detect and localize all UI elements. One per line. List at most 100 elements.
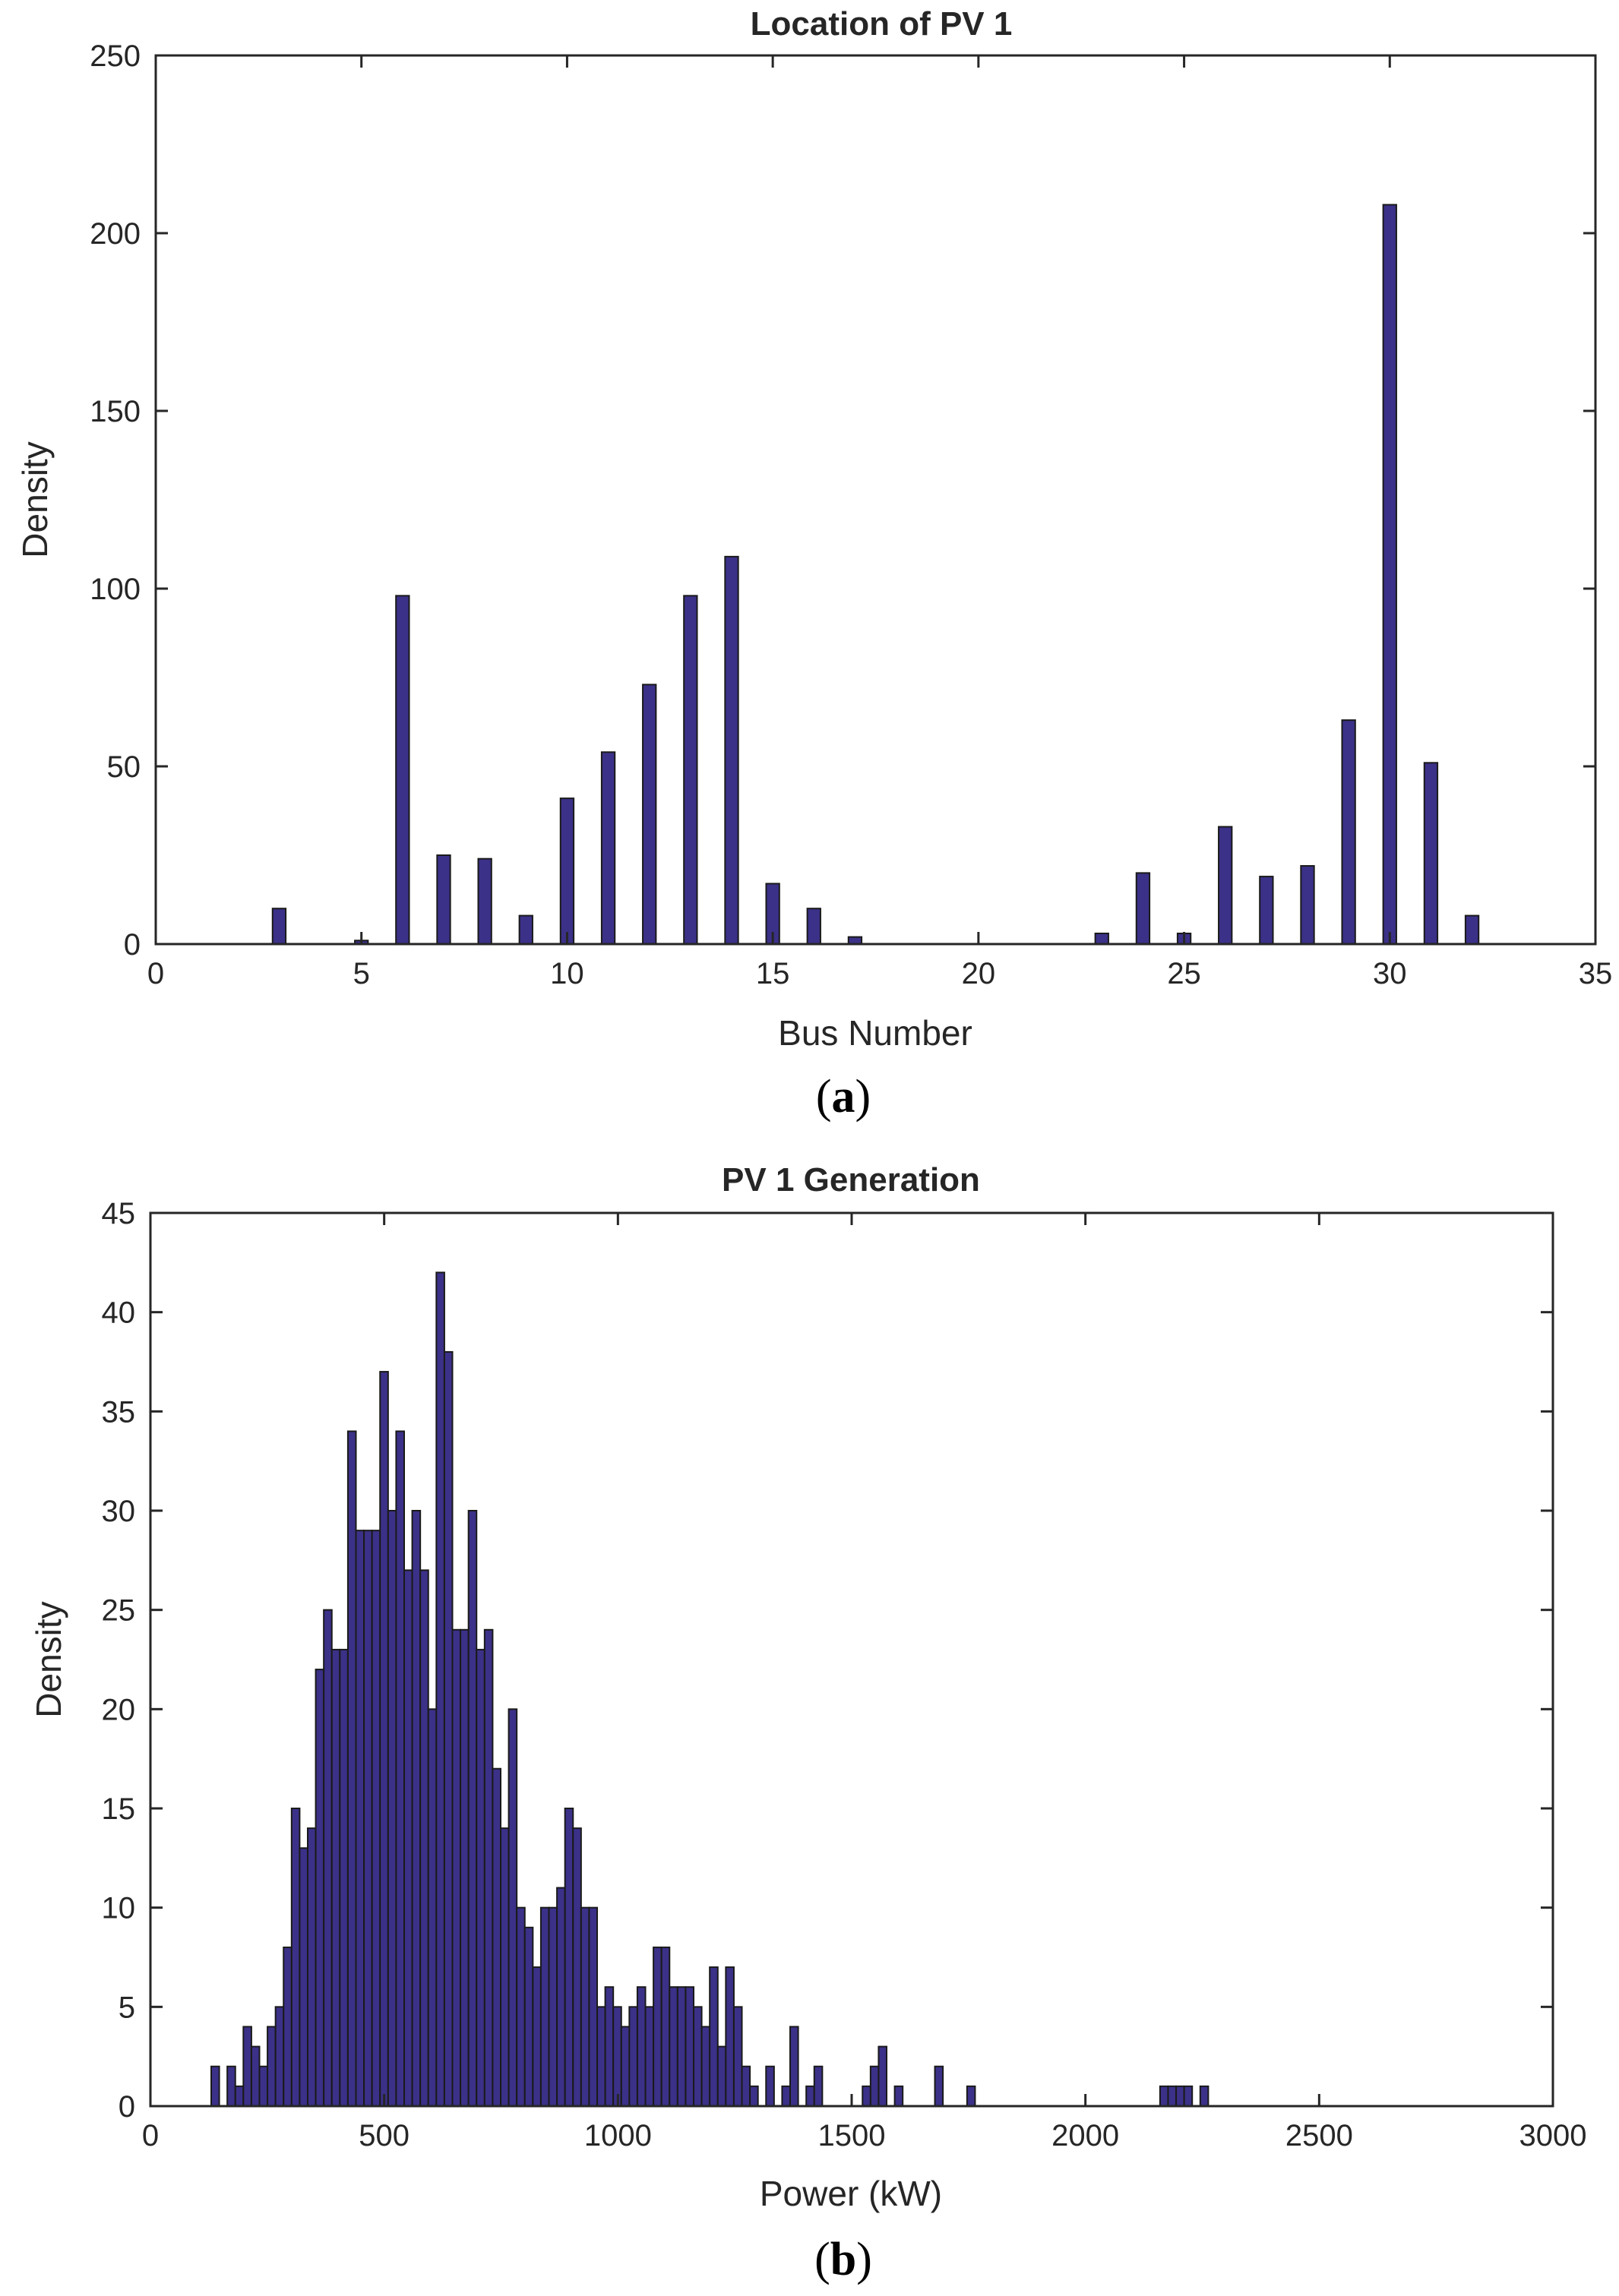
bar-b-23: [395, 1430, 406, 2107]
bar-b-36: [500, 1827, 510, 2107]
x-tick-label-b-3: 1500: [818, 2119, 886, 2152]
bar-b-17: [346, 1430, 357, 2107]
bar-b-74: [805, 2085, 815, 2108]
bar-b-50: [612, 2006, 622, 2107]
bar-b-81: [862, 2085, 871, 2108]
bar-a-0: [271, 908, 287, 945]
y-tick-label-b-6: 30: [102, 1495, 136, 1528]
x-tick-label-a-0: 0: [147, 957, 164, 990]
plot-frame-a: [154, 54, 1597, 946]
bar-b-62: [709, 1966, 719, 2107]
x-tick-label-a-3: 15: [756, 957, 790, 990]
y-tick-label-b-8: 40: [102, 1296, 136, 1330]
bar-b-64: [725, 1966, 735, 2107]
bar-b-35: [492, 1767, 502, 2108]
x-tick-label-a-1: 5: [353, 957, 370, 990]
x-tick-label-b-5: 2500: [1285, 2119, 1353, 2152]
plot-frame-b: [149, 1211, 1554, 2108]
bar-b-4: [242, 2026, 252, 2107]
bar-a-15: [1135, 872, 1151, 946]
bar-b-30: [451, 1628, 462, 2108]
x-axis-label-b: Power (kW): [760, 2174, 942, 2213]
bar-b-58: [676, 1986, 687, 2107]
bar-a-6: [559, 797, 575, 945]
bar-b-11: [299, 1847, 308, 2107]
y-tick-label-b-3: 15: [102, 1792, 136, 1826]
bar-b-15: [330, 1648, 341, 2107]
y-tick-label-b-7: 35: [102, 1395, 136, 1429]
bar-b-83: [877, 2045, 888, 2108]
bar-b-55: [653, 1946, 662, 2108]
bar-b-31: [460, 1628, 470, 2108]
bar-b-24: [403, 1569, 413, 2107]
bar-b-41: [539, 1906, 550, 2108]
bar-b-90: [934, 2065, 944, 2108]
bar-b-121: [1183, 2085, 1194, 2108]
chart-title-b: PV 1 Generation: [722, 1161, 980, 1199]
bar-b-63: [716, 2045, 727, 2108]
bar-a-20: [1341, 719, 1356, 945]
x-tick-label-b-4: 2000: [1051, 2119, 1119, 2152]
bar-b-13: [315, 1669, 325, 2107]
bar-b-75: [813, 2065, 824, 2108]
bar-b-43: [556, 1887, 566, 2108]
bar-b-45: [572, 1827, 582, 2107]
ticks-group-a: 0 5 10 15 20 25 30 35 0 50 100 150 200 250: [90, 39, 1612, 990]
y-tick-label-a-1: 50: [107, 750, 141, 784]
bar-b-118: [1159, 2085, 1169, 2108]
bar-a-5: [518, 914, 533, 946]
bar-b-94: [966, 2085, 976, 2108]
bar-b-66: [741, 2065, 751, 2108]
bar-b-10: [290, 1808, 301, 2107]
y-axis-label-b: Density: [29, 1601, 68, 1717]
bar-a-23: [1464, 914, 1480, 946]
bar-b-40: [532, 1966, 542, 2107]
bar-b-8: [274, 2006, 285, 2107]
x-axis-label-a: Bus Number: [778, 1013, 972, 1053]
y-tick-label-b-4: 20: [102, 1693, 136, 1726]
bars-group-a: [271, 204, 1480, 946]
x-tick-label-b-1: 500: [359, 2119, 409, 2152]
y-tick-label-b-2: 10: [102, 1892, 136, 1925]
bar-b-22: [387, 1510, 397, 2107]
bar-b-67: [749, 2085, 759, 2108]
bar-b-25: [411, 1510, 422, 2107]
bar-b-28: [435, 1271, 445, 2107]
bar-b-12: [306, 1827, 317, 2107]
bar-b-29: [443, 1350, 454, 2107]
y-tick-label-a-4: 200: [90, 217, 141, 251]
y-tick-label-a-0: 0: [124, 928, 141, 962]
bar-b-119: [1167, 2085, 1178, 2108]
x-tick-label-b-2: 1000: [584, 2119, 652, 2152]
bar-b-56: [660, 1946, 671, 2108]
x-tick-label-a-5: 25: [1167, 957, 1201, 990]
bar-b-2: [226, 2065, 236, 2108]
ticks-group-b: 0 500 1000 1500 2000 2500 3000 0 5 10 15 20 25 30 35 40…: [102, 1197, 1587, 2152]
bar-b-27: [427, 1708, 438, 2107]
bar-b-19: [363, 1530, 373, 2107]
bar-b-9: [283, 1946, 292, 2108]
bar-b-37: [508, 1708, 518, 2107]
bar-b-120: [1175, 2085, 1185, 2108]
bar-b-65: [732, 2006, 743, 2107]
bar-b-21: [379, 1371, 389, 2107]
y-axis-label-a: Density: [15, 441, 55, 557]
bar-b-34: [483, 1628, 494, 2108]
bar-b-5: [250, 2045, 261, 2108]
bar-b-61: [700, 2026, 711, 2107]
bar-b-72: [789, 2026, 799, 2107]
bar-b-39: [523, 1926, 534, 2108]
bar-b-46: [580, 1906, 590, 2108]
bar-a-21: [1382, 204, 1397, 945]
x-tick-label-a-4: 20: [962, 957, 996, 990]
y-tick-label-a-3: 150: [90, 395, 141, 428]
y-tick-label-a-2: 100: [90, 573, 141, 606]
bar-a-3: [436, 854, 451, 945]
bar-b-49: [604, 1986, 615, 2107]
bar-b-52: [628, 2006, 638, 2107]
bar-a-22: [1423, 762, 1439, 945]
chart-panel-b: PV 1 Generation 0 500 1000 1500 2000 2500 3000…: [29, 1161, 1586, 2285]
panel-label-b: (b): [814, 2234, 872, 2285]
bar-b-53: [636, 1986, 647, 2107]
